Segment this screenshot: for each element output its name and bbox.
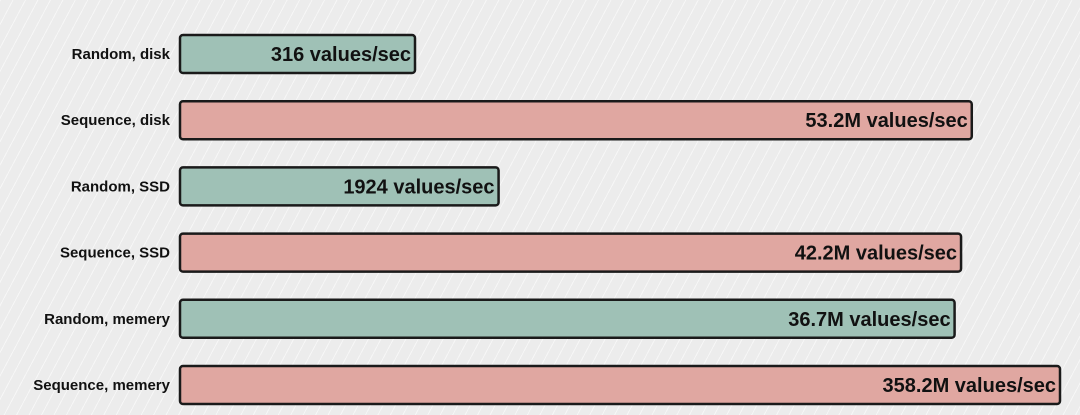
- data-label-sequence-memery: 358.2M values/sec: [883, 375, 1056, 397]
- data-label-random-disk: 316 values/sec: [271, 44, 411, 66]
- category-label-sequence-memery: Sequence, memery: [33, 377, 170, 394]
- data-label-random-memery: 36.7M values/sec: [788, 309, 950, 331]
- bar-random-disk: [178, 33, 417, 75]
- bar-random-memery: [178, 298, 956, 340]
- category-label-random-disk: Random, disk: [72, 46, 171, 63]
- data-label-sequence-ssd: 42.2M values/sec: [795, 243, 957, 265]
- bar-sequence-memery: [178, 364, 1062, 406]
- category-label-random-ssd: Random, SSD: [71, 178, 170, 195]
- category-label-sequence-ssd: Sequence, SSD: [60, 245, 170, 262]
- bar-random-ssd: [178, 166, 500, 207]
- data-label-random-ssd: 1924 values/sec: [343, 176, 494, 198]
- data-label-sequence-disk: 53.2M values/sec: [805, 110, 967, 132]
- bar-sequence-disk: [178, 99, 974, 141]
- category-label-sequence-disk: Sequence, disk: [61, 112, 171, 129]
- category-label-random-memery: Random, memery: [44, 311, 171, 328]
- bar-sequence-ssd: [178, 232, 963, 273]
